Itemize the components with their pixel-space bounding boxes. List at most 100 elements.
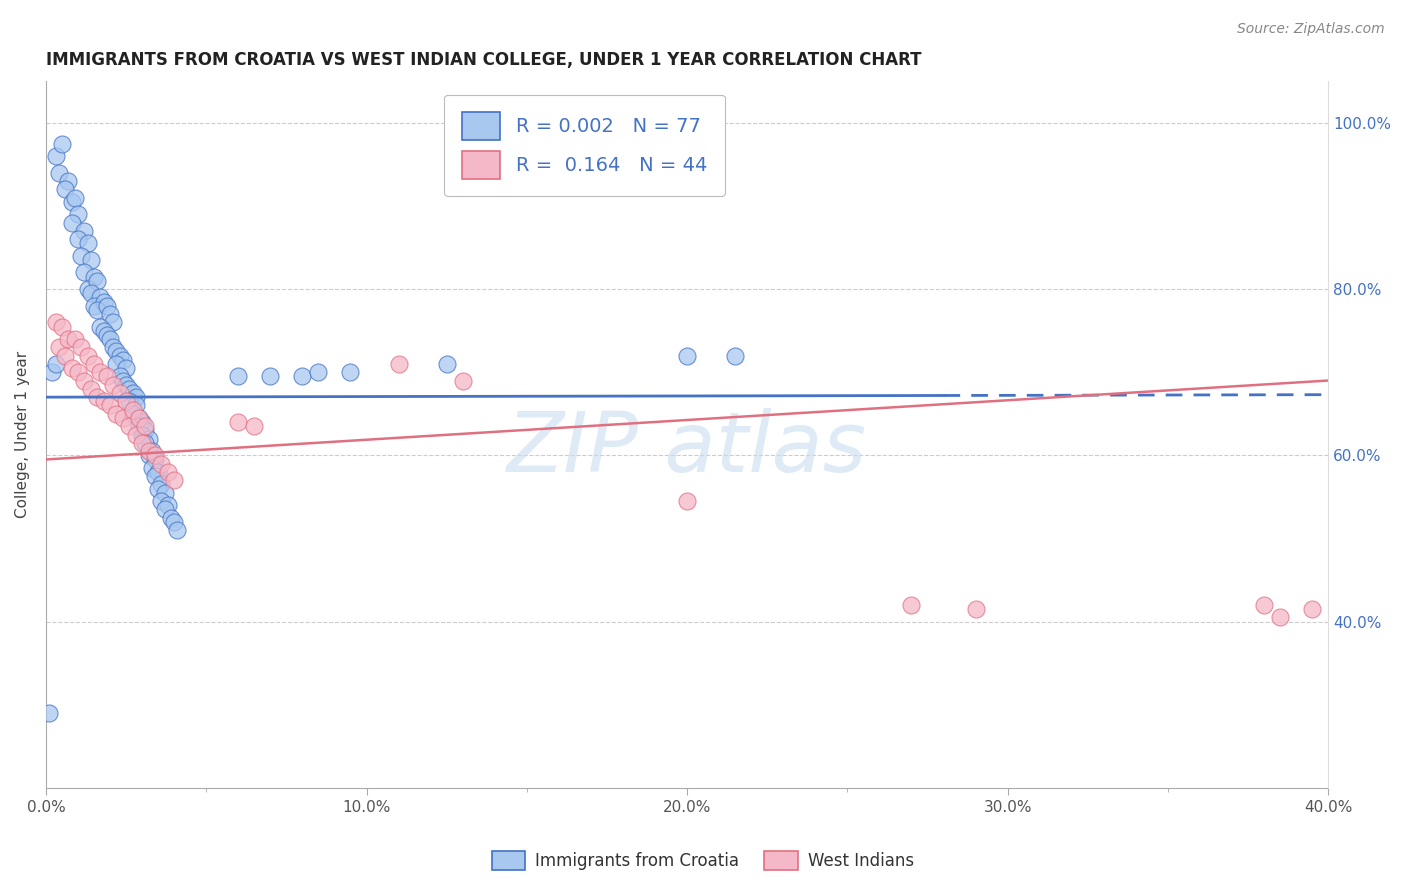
Point [45, 357, 67, 371]
Point [108, 349, 131, 363]
Point [103, 315, 125, 329]
Point [291, 369, 314, 384]
Point [93, 394, 115, 409]
Point [156, 498, 179, 512]
Point [141, 460, 163, 475]
Point [128, 411, 150, 425]
Point [48, 166, 70, 180]
Point [125, 399, 148, 413]
Point [76, 236, 98, 251]
Point [48, 340, 70, 354]
Point [66, 232, 89, 246]
Point [131, 427, 153, 442]
Point [1253, 598, 1275, 612]
Point [96, 369, 118, 384]
Point [45, 149, 67, 163]
Point [86, 274, 108, 288]
Point [143, 452, 166, 467]
Point [63, 332, 86, 346]
Point [115, 394, 138, 409]
Point [80, 286, 103, 301]
Point [724, 349, 747, 363]
Point [63, 191, 86, 205]
Point [134, 435, 156, 450]
Point [83, 357, 105, 371]
Point [1268, 610, 1291, 624]
Point [138, 448, 160, 462]
Point [128, 419, 150, 434]
Point [86, 302, 108, 317]
Point [80, 382, 103, 396]
Text: IMMIGRANTS FROM CROATIA VS WEST INDIAN COLLEGE, UNDER 1 YEAR CORRELATION CHART: IMMIGRANTS FROM CROATIA VS WEST INDIAN C… [46, 51, 921, 69]
Point [38, 706, 60, 720]
Point [387, 357, 409, 371]
Text: Source: ZipAtlas.com: Source: ZipAtlas.com [1237, 22, 1385, 37]
Point [143, 448, 166, 462]
Point [160, 510, 183, 524]
Point [138, 444, 160, 458]
Point [41, 365, 63, 379]
Point [73, 265, 96, 279]
Point [134, 424, 156, 438]
Point [89, 290, 111, 304]
Point [131, 415, 153, 429]
Point [73, 374, 96, 388]
Legend: R = 0.002   N = 77, R =  0.164   N = 44: R = 0.002 N = 77, R = 0.164 N = 44 [444, 95, 725, 196]
Point [141, 444, 163, 458]
Point [105, 344, 128, 359]
Point [146, 465, 169, 479]
Point [146, 482, 169, 496]
Point [76, 349, 98, 363]
Point [98, 332, 121, 346]
Point [53, 182, 76, 196]
Point [51, 136, 73, 151]
Point [121, 407, 143, 421]
Text: ZIP atlas: ZIP atlas [508, 409, 868, 489]
Point [66, 365, 89, 379]
Point [96, 299, 118, 313]
Point [70, 340, 93, 354]
Point [131, 435, 153, 450]
Point [436, 357, 458, 371]
Point [93, 294, 115, 309]
Point [900, 598, 922, 612]
Point [89, 319, 111, 334]
Point [1301, 602, 1323, 616]
Point [965, 602, 987, 616]
Point [93, 324, 115, 338]
Point [111, 352, 134, 367]
Point [86, 390, 108, 404]
Point [70, 249, 93, 263]
Point [76, 282, 98, 296]
Point [676, 494, 699, 508]
Point [103, 377, 125, 392]
Point [121, 386, 143, 401]
Point [339, 365, 361, 379]
Point [96, 327, 118, 342]
Point [58, 174, 80, 188]
Point [118, 394, 141, 409]
Point [307, 365, 329, 379]
Point [51, 319, 73, 334]
Point [128, 411, 150, 425]
Point [134, 419, 156, 434]
Point [111, 411, 134, 425]
Point [53, 349, 76, 363]
Point [115, 361, 138, 376]
Point [118, 382, 141, 396]
Point [60, 194, 83, 209]
Point [103, 340, 125, 354]
Point [153, 502, 176, 516]
Point [676, 349, 699, 363]
Point [80, 253, 103, 268]
Point [125, 427, 148, 442]
Point [58, 332, 80, 346]
Point [143, 469, 166, 483]
Point [226, 369, 249, 384]
Point [138, 432, 160, 446]
Point [89, 365, 111, 379]
Point [83, 299, 105, 313]
Point [163, 515, 186, 529]
Point [98, 399, 121, 413]
Point [105, 407, 128, 421]
